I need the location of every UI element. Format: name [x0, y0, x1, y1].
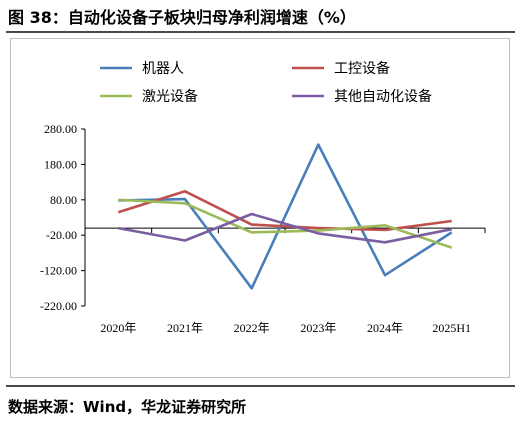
series-layer — [117, 143, 453, 290]
series-line — [118, 143, 453, 290]
legend-label: 机器人 — [142, 61, 184, 77]
x-category-label: 2023年 — [300, 321, 336, 335]
x-category-label: 2025H1 — [432, 321, 471, 335]
x-category-label: 2020年 — [100, 321, 136, 335]
legend-label: 其他自动化设备 — [334, 88, 432, 105]
legend-label: 工控设备 — [334, 60, 390, 77]
y-tick-label: 80.00 — [50, 193, 77, 207]
source-note: 数据来源：Wind，华龙证券研究所 — [8, 398, 247, 416]
source-rule — [6, 385, 515, 387]
legend-label: 激光设备 — [142, 88, 198, 105]
x-category-label: 2024年 — [367, 321, 403, 335]
x-category-label: 2021年 — [167, 321, 203, 335]
x-category-label: 2022年 — [234, 321, 270, 335]
series-line — [118, 212, 452, 244]
y-tick-label: 280.00 — [44, 122, 77, 136]
series-line — [118, 198, 453, 249]
y-tick-label: -120.00 — [40, 264, 77, 278]
title-rule — [6, 31, 515, 33]
chart-frame — [10, 38, 510, 378]
chart-title: 图 38：自动化设备子板块归母净利润增速（%） — [8, 8, 356, 27]
y-tick-label: 180.00 — [44, 157, 77, 171]
x-axis: 2020年 2021年 2022年 2023年 2024年 2025H1 — [84, 227, 486, 335]
y-tick-label: -220.00 — [40, 299, 77, 313]
y-axis: 280.00 180.00 80.00 -20.00 -120.00 -220.00 — [40, 122, 86, 313]
y-tick-label: -20.00 — [46, 228, 77, 242]
